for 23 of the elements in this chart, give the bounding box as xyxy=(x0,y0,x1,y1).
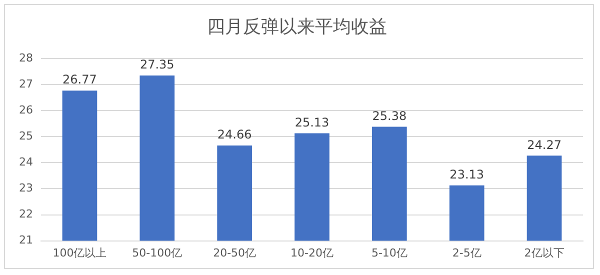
data-label: 24.66 xyxy=(217,128,252,142)
data-label: 23.13 xyxy=(450,167,484,182)
y-tick-label: 23 xyxy=(18,182,33,195)
x-tick-label: 5-10亿 xyxy=(371,246,408,260)
x-tick-label: 10-20亿 xyxy=(290,246,334,260)
y-tick-label: 22 xyxy=(18,208,33,221)
x-tick-label: 20-50亿 xyxy=(213,246,256,260)
chart-title: 四月反弹以来平均收益 xyxy=(207,16,387,38)
data-label: 26.77 xyxy=(62,72,97,87)
y-tick-label: 25 xyxy=(18,130,33,143)
data-label: 25.38 xyxy=(372,108,407,123)
data-label: 25.13 xyxy=(294,115,330,130)
x-tick-label: 100亿以上 xyxy=(52,246,107,260)
x-tick-label: 2-5亿 xyxy=(452,246,482,260)
x-tick-label: 50-100亿 xyxy=(132,246,182,260)
y-tick-label: 21 xyxy=(18,234,33,247)
y-tick-label: 28 xyxy=(18,51,33,64)
x-tick-label: 2亿以下 xyxy=(524,246,564,260)
y-tick-label: 27 xyxy=(18,77,33,90)
data-label: 24.27 xyxy=(527,138,562,152)
data-label: 27.35 xyxy=(140,58,174,72)
y-tick-label: 24 xyxy=(18,156,33,169)
y-tick-label: 26 xyxy=(18,104,33,117)
